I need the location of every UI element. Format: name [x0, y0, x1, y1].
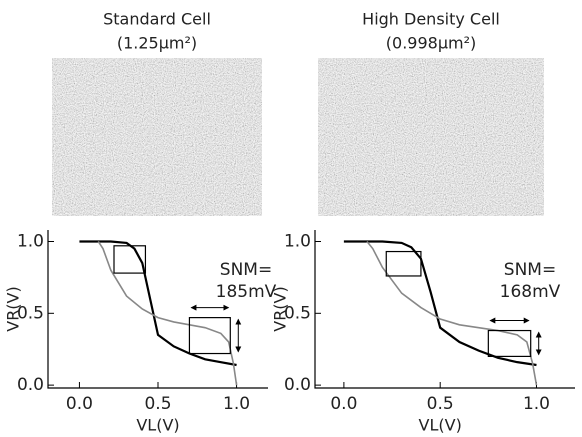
y-tick-label: 1.0: [284, 231, 311, 251]
y-tick-label: 0.0: [284, 375, 311, 395]
snm-box: [385, 250, 422, 277]
sem-image: [318, 58, 544, 216]
x-tick-label: 0.0: [66, 394, 93, 414]
chart-title: Standard Cell: [103, 10, 211, 29]
snm-box: [113, 245, 147, 274]
curve: [366, 240, 538, 386]
x-axis-label: VL(V): [136, 416, 179, 435]
sem-image: [52, 58, 262, 216]
annotation: 185mV: [216, 282, 277, 302]
y-tick-label: 0.0: [17, 375, 44, 395]
y-axis-label: VR(V): [271, 286, 290, 332]
axes: [314, 230, 575, 389]
annotation: SNM=: [220, 260, 272, 280]
chart-subtitle: (1.25μm²): [117, 34, 197, 53]
x-axis-label: VL(V): [419, 416, 462, 435]
annotation: SNM=: [504, 260, 556, 280]
curve: [343, 240, 537, 367]
x-tick-label: 0.5: [427, 394, 454, 414]
y-axis-label: VR(V): [4, 286, 23, 332]
y-tick-label: 0.5: [284, 303, 311, 323]
x-tick-label: 1.0: [223, 394, 250, 414]
snm-box: [487, 329, 532, 357]
y-tick-label: 0.5: [17, 303, 44, 323]
snm-box: [188, 317, 231, 355]
curve: [97, 241, 238, 386]
x-tick-label: 0.5: [144, 394, 171, 414]
annotation: 168mV: [500, 282, 561, 302]
y-tick-label: 1.0: [17, 231, 44, 251]
chart-title: High Density Cell: [362, 10, 500, 29]
x-tick-label: 0.0: [330, 394, 357, 414]
chart-subtitle: (0.998μm²): [386, 34, 476, 53]
axes: [47, 230, 268, 389]
x-tick-label: 1.0: [523, 394, 550, 414]
curve: [79, 240, 237, 367]
